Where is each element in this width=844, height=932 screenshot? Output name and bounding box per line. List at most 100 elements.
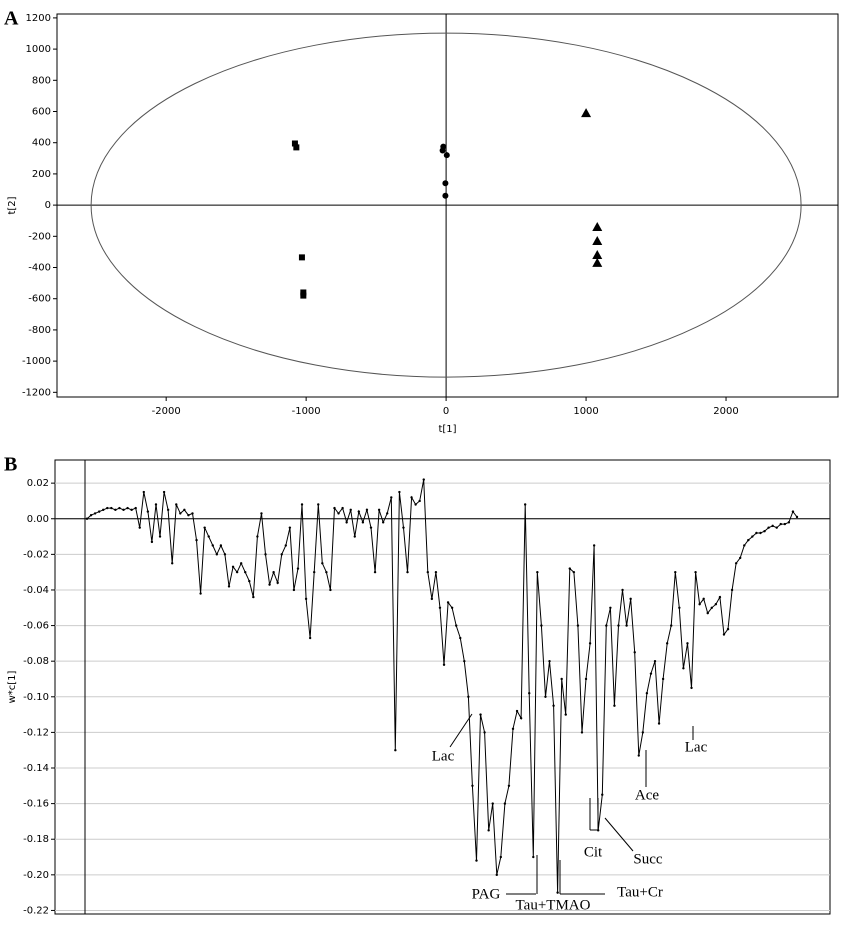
point [592, 257, 603, 267]
annotation: Tau+TMAO [516, 897, 591, 913]
annotation: PAG [472, 886, 501, 902]
vertex [85, 517, 89, 520]
vertex [171, 562, 174, 565]
vertex [633, 651, 636, 654]
y-axis-label: t[2] [7, 196, 18, 214]
vertex [292, 588, 296, 592]
y-tick-label: -0.18 [23, 834, 49, 845]
vertex [231, 565, 235, 569]
vertex [106, 506, 109, 510]
y-tick-label: -0.02 [23, 549, 49, 560]
vertex [779, 522, 782, 526]
vertex [576, 624, 580, 627]
vertex [377, 508, 381, 512]
y-tick-label: -0.10 [23, 692, 49, 703]
vertex [674, 570, 677, 574]
vertex [783, 522, 787, 526]
y-tick-label: -0.20 [23, 870, 49, 881]
vertex [455, 624, 458, 627]
vertex [317, 503, 320, 506]
vertex [487, 829, 490, 832]
vertex [260, 512, 263, 515]
vertex [718, 595, 722, 599]
point [442, 180, 449, 187]
vertex [560, 677, 563, 681]
y-tick-label: -0.16 [23, 799, 49, 810]
vertex [787, 521, 791, 524]
x-tick-label: -2000 [152, 406, 181, 417]
vertex [657, 722, 661, 725]
vertex [641, 731, 645, 734]
vertex [219, 544, 223, 547]
vertex [609, 606, 612, 609]
vertex [418, 499, 421, 503]
vertex [102, 508, 105, 512]
point [592, 221, 603, 231]
vertex [503, 802, 507, 805]
vertex [373, 570, 377, 574]
vertex [276, 581, 279, 585]
vertex [698, 603, 701, 606]
vertex [467, 695, 470, 698]
vertex [775, 526, 778, 529]
annotation: Succ [633, 851, 663, 867]
vertex [511, 727, 515, 731]
vertex [235, 570, 239, 574]
vertex [605, 624, 608, 627]
vertex [349, 508, 352, 512]
vertex [621, 588, 624, 592]
vertex [97, 510, 101, 513]
vertex [564, 713, 567, 716]
point [592, 235, 603, 245]
vertex [239, 562, 243, 565]
vertex [345, 521, 348, 524]
vertex [118, 506, 121, 510]
vertex [519, 716, 523, 720]
vertex [694, 570, 697, 574]
vertex [110, 506, 113, 510]
loading-line [86, 479, 798, 893]
vertex [661, 677, 665, 681]
vertex [361, 521, 365, 524]
vertex [256, 535, 259, 538]
annotation: Ace [635, 787, 659, 803]
vertex [682, 667, 685, 670]
vertex [325, 570, 328, 574]
point [581, 108, 592, 118]
vertex [507, 784, 511, 788]
x-axis-label: t[1] [438, 424, 456, 435]
point [439, 147, 446, 154]
vertex [515, 709, 519, 713]
vertex [434, 570, 438, 574]
vertex [187, 513, 190, 517]
y-tick-label: 1200 [26, 13, 51, 24]
y-tick-label: 800 [32, 75, 51, 86]
vertex [146, 510, 150, 513]
vertex [353, 535, 356, 538]
vertex [313, 570, 316, 574]
y-tick-label: -600 [28, 294, 51, 305]
vertex [321, 562, 324, 565]
vertex [183, 508, 186, 512]
vertex [706, 611, 709, 615]
vertex [617, 624, 620, 627]
vertex [142, 490, 145, 494]
vertex [463, 659, 466, 663]
point [293, 144, 300, 151]
vertex [162, 490, 166, 494]
vertex [341, 506, 344, 510]
vertex [410, 496, 413, 499]
vertex [252, 595, 255, 599]
y-tick-label: -1000 [22, 356, 51, 367]
vertex [601, 793, 604, 796]
vertex [175, 503, 178, 506]
vertex [288, 526, 292, 529]
y-tick-label: -200 [28, 231, 51, 242]
y-tick-label: 600 [32, 107, 51, 118]
y-tick-label: 0.00 [27, 514, 49, 525]
vertex [402, 526, 405, 529]
point [300, 292, 307, 299]
vertex [329, 588, 332, 592]
vertex [690, 686, 693, 690]
